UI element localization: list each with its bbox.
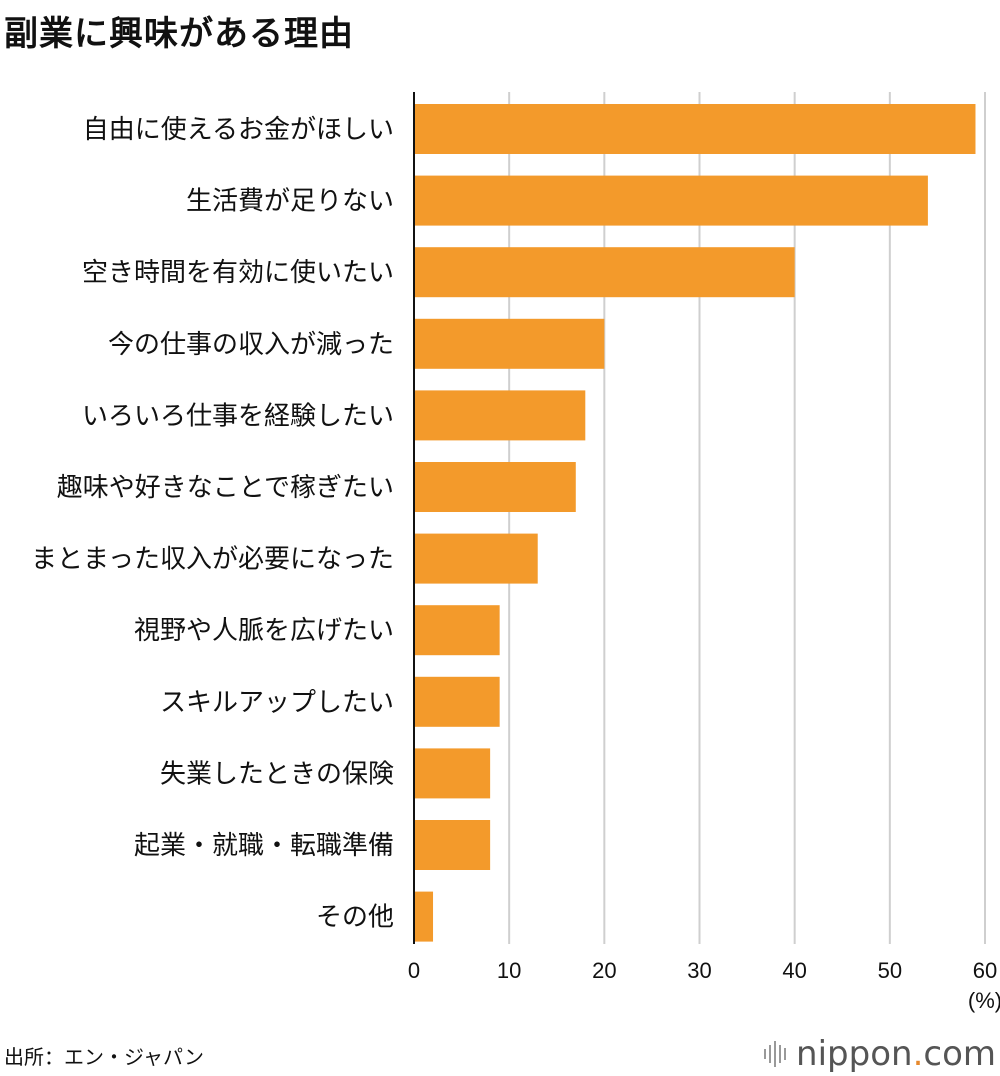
category-label: 生活費が足りない [186, 187, 394, 217]
category-label: 自由に使えるお金がほしい [83, 115, 394, 145]
x-tick-label: 30 [687, 958, 711, 983]
category-label: いろいろ仕事を経験したい [82, 401, 394, 431]
category-label: まとまった収入が必要になった [31, 545, 394, 575]
category-label: スキルアップしたい [160, 688, 394, 718]
category-label: 空き時間を有効に使いたい [82, 258, 394, 288]
source-note: 出所：エン・ジャパン [4, 1045, 204, 1069]
category-label: その他 [316, 903, 394, 933]
chart-title: 副業に興味がある理由 [4, 14, 354, 54]
x-tick-label: 20 [592, 958, 616, 983]
x-unit-label: (%) [968, 988, 1000, 1013]
bar [414, 390, 586, 441]
nippon-logo: nippon.com [764, 1034, 996, 1074]
bar [414, 820, 491, 870]
category-label: 起業・就職・転職準備 [134, 831, 394, 861]
x-tick-label: 60 [973, 958, 997, 983]
brand-dot: . [912, 1034, 924, 1074]
x-tick-label: 40 [782, 958, 806, 983]
bar-chart: 0 10 20 30 40 50 60 (%) 自由に使えるお金がほしい生活費が足りない空き時間… [31, 92, 1000, 1013]
category-label: 視野や人脈を広げたい [134, 616, 394, 646]
category-label: 今の仕事の収入が減った [108, 330, 394, 360]
bar [414, 175, 928, 226]
x-tick-label: 50 [878, 958, 902, 983]
brand-name: nippon [796, 1034, 913, 1074]
bar [414, 676, 500, 727]
sound-wave-icon [764, 1039, 787, 1069]
x-tick-label: 0 [408, 958, 420, 983]
bar [414, 533, 538, 584]
bar [414, 605, 500, 656]
category-label: 趣味や好きなことで稼ぎたい [57, 473, 394, 503]
bar [414, 748, 491, 799]
bar [414, 891, 434, 942]
category-label: 失業したときの保険 [160, 759, 394, 789]
bar [414, 247, 795, 298]
bar [414, 318, 605, 369]
bar [414, 462, 576, 512]
bar [414, 104, 976, 154]
brand-tld: com [923, 1034, 996, 1074]
x-tick-label: 10 [497, 958, 521, 983]
